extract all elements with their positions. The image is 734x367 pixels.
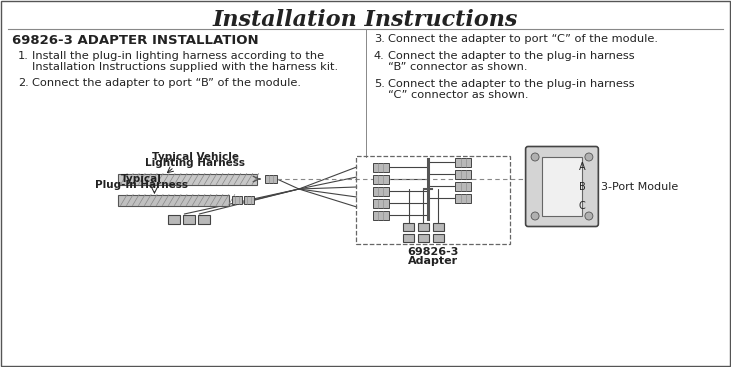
Text: “C” connector as shown.: “C” connector as shown. [388,90,528,100]
Bar [373,174,388,184]
Text: 1.: 1. [18,51,29,61]
Text: 69826-3: 69826-3 [407,247,459,257]
Text: Lighting Harness: Lighting Harness [145,158,245,168]
Bar [403,223,414,231]
Text: 3-Port Module: 3-Port Module [601,182,678,192]
Text: B: B [578,182,585,192]
Text: 2.: 2. [18,78,29,88]
Text: Install the plug-in lighting harness according to the: Install the plug-in lighting harness acc… [32,51,324,61]
Bar [198,214,210,224]
Bar [232,196,242,204]
Text: 5.: 5. [374,79,385,89]
Bar [418,223,429,231]
Text: Connect the adapter to port “B” of the module.: Connect the adapter to port “B” of the m… [32,78,301,88]
Text: Typical Vehicle: Typical Vehicle [152,152,239,162]
Text: Connect the adapter to the plug-in harness: Connect the adapter to the plug-in harne… [388,51,634,61]
Bar [244,196,254,204]
Bar [433,223,444,231]
Bar [455,182,471,190]
Text: Installation Instructions: Installation Instructions [213,9,518,31]
Bar [184,214,195,224]
Bar [117,195,229,206]
Bar [373,199,388,207]
Text: Plug-In Harness: Plug-In Harness [95,180,188,190]
Text: 3.: 3. [374,34,385,44]
Bar [168,214,181,224]
Text: 4.: 4. [374,51,385,61]
Text: A: A [578,162,585,172]
Bar [356,156,510,244]
Circle shape [585,212,593,220]
Bar [455,193,471,203]
Bar [373,163,388,171]
Text: Adapter: Adapter [408,256,458,266]
Text: 69826-3 ADAPTER INSTALLATION: 69826-3 ADAPTER INSTALLATION [12,34,258,47]
Text: Installation Instructions supplied with the harness kit.: Installation Instructions supplied with … [32,62,338,72]
Bar [403,234,414,242]
Bar [373,211,388,219]
Text: Typical: Typical [121,174,162,184]
Bar [373,186,388,196]
Text: C: C [578,201,585,211]
FancyBboxPatch shape [526,146,598,226]
Circle shape [585,153,593,161]
Text: Connect the adapter to the plug-in harness: Connect the adapter to the plug-in harne… [388,79,634,89]
Bar [542,157,582,216]
Circle shape [531,212,539,220]
Bar [265,175,277,183]
Bar [455,157,471,167]
Bar [455,170,471,178]
Circle shape [531,153,539,161]
Text: Connect the adapter to port “C” of the module.: Connect the adapter to port “C” of the m… [388,34,658,44]
Bar [418,234,429,242]
Bar [433,234,444,242]
Text: “B” connector as shown.: “B” connector as shown. [388,62,527,72]
Bar [117,174,257,185]
